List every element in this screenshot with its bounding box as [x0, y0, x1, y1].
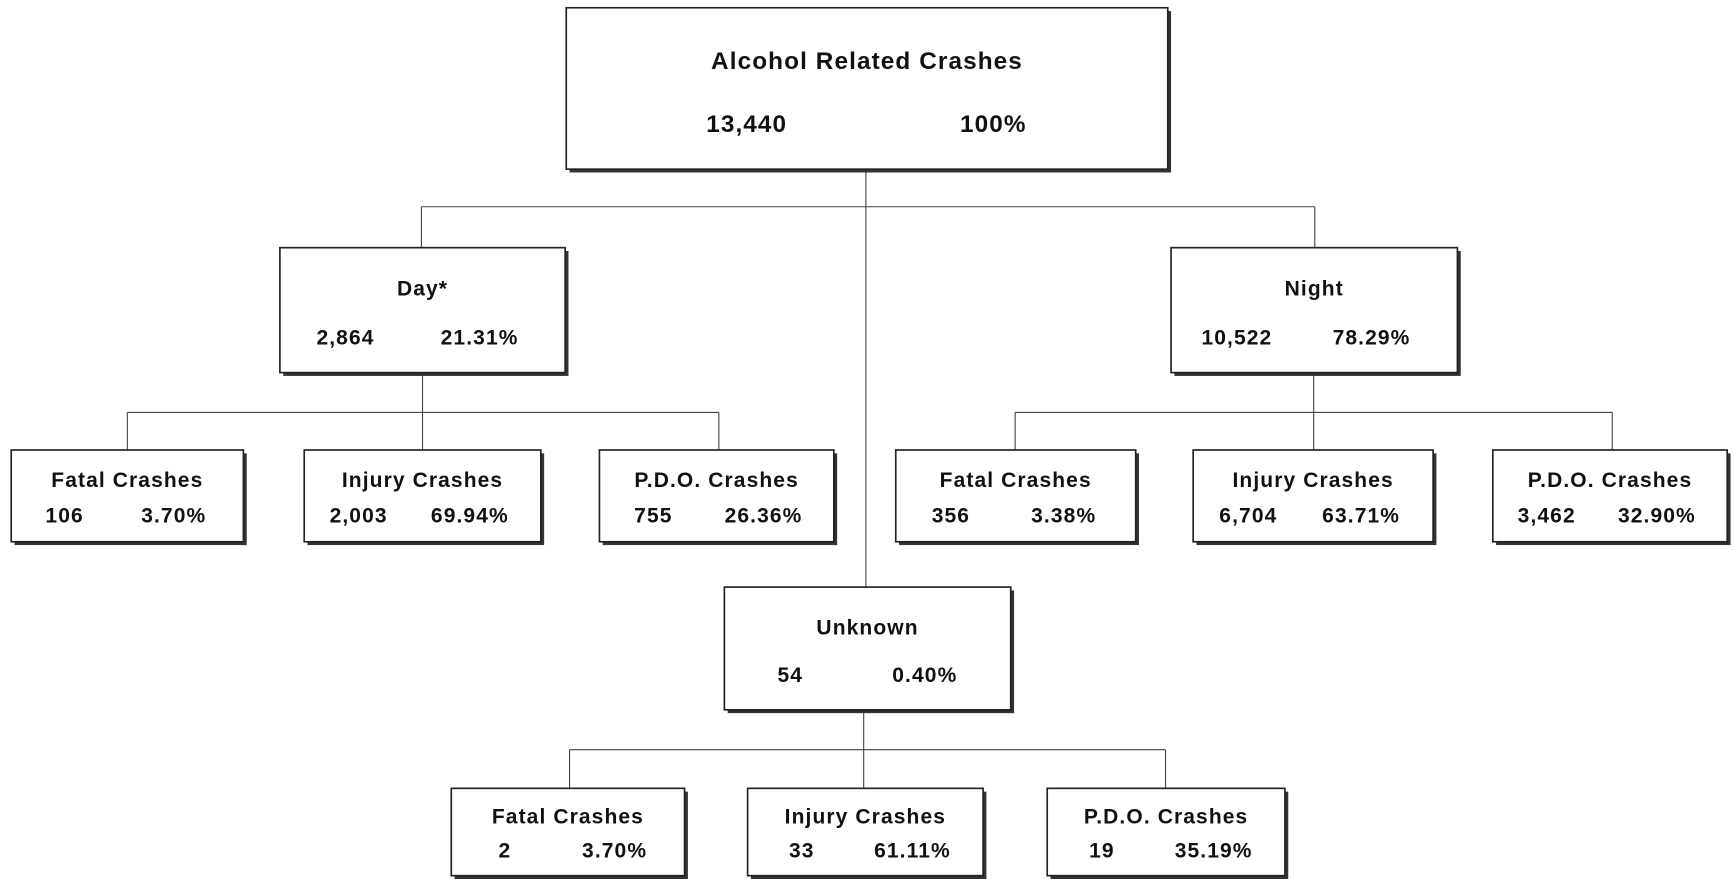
node-label: Injury Crashes — [1232, 469, 1393, 492]
node-box — [565, 6, 1169, 170]
node-count: 106 — [45, 505, 83, 528]
node-percent: 3.38% — [1031, 505, 1096, 528]
node-percent: 63.71% — [1322, 505, 1400, 528]
node-label: P.D.O. Crashes — [634, 469, 798, 492]
node-box — [598, 449, 835, 543]
node-count: 3,462 — [1518, 505, 1576, 528]
node-label: P.D.O. Crashes — [1084, 806, 1249, 829]
node-count: 356 — [932, 505, 970, 528]
node-box — [10, 449, 245, 543]
node-percent: 32.90% — [1618, 505, 1696, 528]
node-box — [279, 246, 566, 374]
node-percent: 35.19% — [1175, 840, 1253, 863]
node-count: 54 — [777, 664, 803, 687]
node-box — [894, 449, 1137, 543]
node-box — [1170, 246, 1459, 374]
connector — [1014, 372, 1613, 451]
node-box — [1046, 787, 1286, 877]
connector — [420, 169, 1316, 588]
node-percent: 3.70% — [582, 840, 647, 863]
node-count: 755 — [634, 505, 672, 528]
node-count: 19 — [1089, 840, 1115, 863]
node-label: P.D.O. Crashes — [1528, 469, 1693, 492]
node-count: 6,704 — [1219, 505, 1277, 528]
node-box — [303, 449, 542, 543]
node-box — [723, 586, 1012, 711]
node-count: 33 — [789, 840, 815, 863]
node-label: Fatal Crashes — [940, 469, 1092, 492]
node-percent: 78.29% — [1333, 326, 1411, 349]
node-count: 2,003 — [330, 505, 388, 528]
node-count: 10,522 — [1201, 326, 1272, 349]
node-label: Alcohol Related Crashes — [711, 48, 1023, 75]
node-label: Night — [1285, 278, 1344, 301]
node-label: Fatal Crashes — [492, 806, 644, 829]
connectors — [126, 169, 1613, 789]
node-box — [450, 787, 686, 877]
node-percent: 26.36% — [725, 505, 803, 528]
node-percent: 3.70% — [141, 505, 206, 528]
node-label: Fatal Crashes — [51, 469, 203, 492]
connector — [569, 709, 1167, 789]
node-box — [1192, 449, 1434, 543]
node-percent: 21.31% — [441, 326, 519, 349]
node-count: 2 — [499, 840, 512, 863]
node-count: 2,864 — [316, 326, 374, 349]
node-label: Day* — [397, 278, 448, 301]
node-percent: 100% — [960, 111, 1027, 138]
node-percent: 69.94% — [431, 505, 509, 528]
node-label: Injury Crashes — [785, 806, 946, 829]
node-box — [1491, 449, 1729, 543]
node-percent: 61.11% — [874, 840, 951, 863]
node-label: Unknown — [816, 616, 918, 639]
node-count: 13,440 — [706, 111, 787, 138]
node-label: Injury Crashes — [342, 469, 503, 492]
node-box — [746, 787, 984, 877]
connector — [126, 372, 720, 451]
node-percent: 0.40% — [892, 664, 957, 687]
